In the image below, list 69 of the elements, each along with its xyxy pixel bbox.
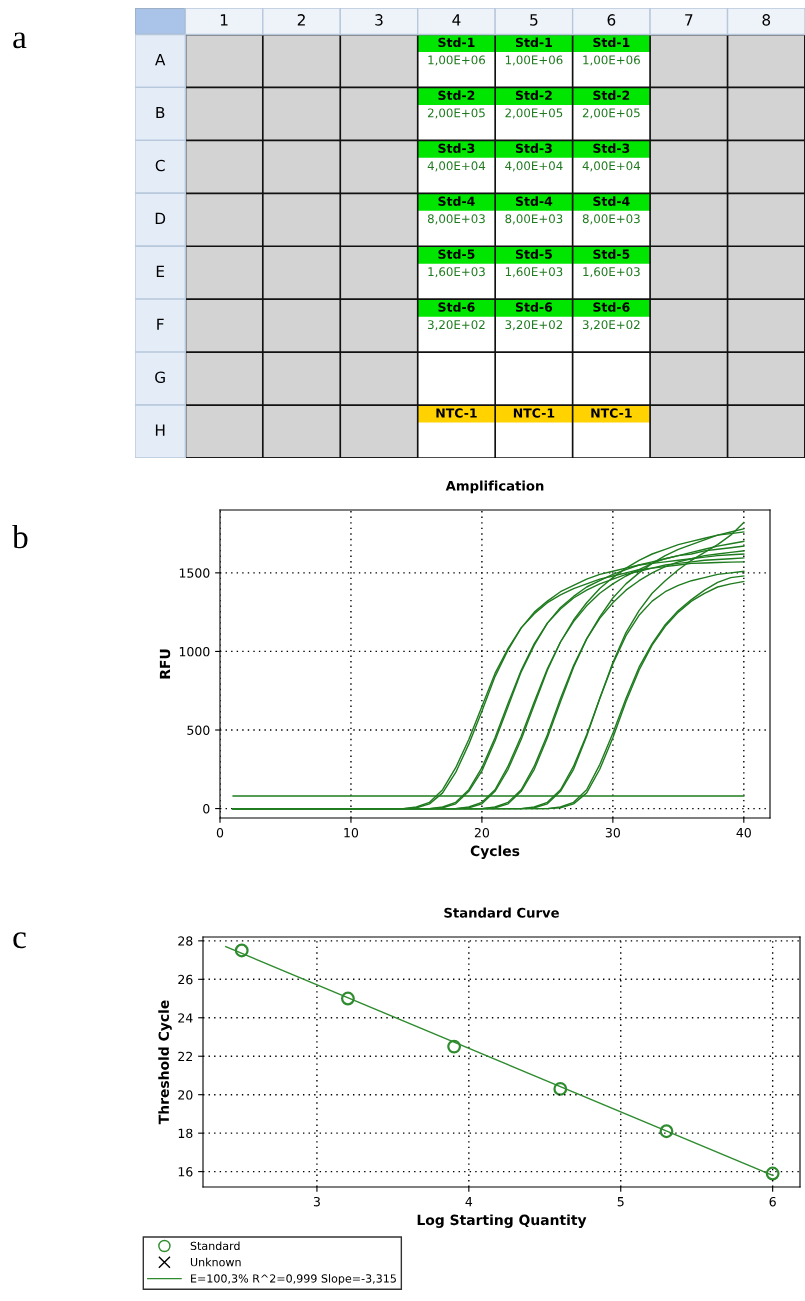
y-tick-label: 1500 [179, 568, 210, 578]
text: a [13, 32, 27, 49]
x-tick-label: 40 [736, 827, 751, 838]
x-tick-label: 20 [474, 827, 490, 838]
x-tick-label: 7 [685, 14, 693, 26]
text: Std-6 3,20E+02 [428, 302, 485, 331]
x-tick-label: 4 [452, 14, 461, 26]
y-tick-label: E [156, 265, 165, 277]
text: c [13, 932, 26, 949]
text: Std-6 3,20E+02 [505, 302, 563, 331]
text: Std-2 2,00E+05 [505, 90, 563, 119]
text: Std-6 3,20E+02 [582, 302, 640, 331]
y-tick-label: D [155, 212, 166, 224]
text: Std-1 1,00E+06 [428, 37, 486, 66]
text: Std-4 8,00E+03 [427, 196, 485, 225]
x-axis-title: Cycles [470, 845, 520, 859]
x-axis-title: Log Starting Quantity [417, 1214, 587, 1228]
x-tick-label: 6 [607, 14, 616, 26]
legend-label: E=100,3% R^2=0,999 Slope=-3,315 [191, 1274, 396, 1285]
x-tick-label: 10 [344, 827, 359, 838]
y-tick-label: 500 [187, 725, 210, 735]
x-tick-label: 2 [297, 14, 305, 26]
y-tick-label: 0 [203, 804, 210, 814]
x-tick-label: 0 [216, 827, 224, 838]
y-tick-label: 20 [178, 1090, 193, 1100]
y-tick-label: B [156, 106, 165, 119]
y-tick-label: H [155, 424, 165, 436]
y-tick-label: C [155, 159, 165, 172]
text: Std-3 4,00E+04 [505, 143, 563, 172]
text: Std-3 4,00E+04 [582, 143, 641, 172]
text: Std-5 1,60E+03 [505, 249, 563, 278]
x-tick-label: 3 [375, 14, 383, 26]
text: b [12, 524, 28, 549]
y-tick-label: 22 [178, 1051, 193, 1061]
y-tick-label: A [155, 54, 166, 66]
x-tick-label: 3 [313, 1196, 320, 1207]
x-tick-label: 6 [769, 1196, 776, 1207]
x-tick-label: 5 [617, 1197, 624, 1207]
x-tick-label: 1 [220, 14, 228, 26]
text: Std-1 1,00E+06 [505, 37, 563, 66]
chart-title: Amplification [445, 480, 544, 494]
x-tick-label: 30 [605, 827, 620, 838]
y-tick-label: F [157, 318, 164, 330]
chart-title: Standard Curve [444, 907, 559, 918]
y-tick-label: 1000 [179, 646, 210, 657]
y-tick-label: G [155, 371, 165, 384]
legend-label: Standard [190, 1241, 240, 1251]
text: Std-5 1,60E+03 [583, 249, 640, 278]
x-tick-label: 4 [465, 1197, 473, 1207]
y-tick-label: 18 [178, 1128, 193, 1139]
text: Std-4 8,00E+03 [505, 196, 563, 225]
y-axis-title: RFU [159, 649, 171, 679]
y-tick-label: 26 [178, 974, 193, 985]
x-tick-label: 8 [762, 14, 771, 26]
text: NTC-1 [513, 408, 555, 418]
text: Std-5 1,60E+03 [428, 249, 485, 278]
text: Std-2 2,00E+05 [427, 90, 485, 119]
y-tick-label: 24 [178, 1013, 193, 1023]
y-tick-label: 28 [178, 936, 193, 946]
text: Std-2 2,00E+05 [582, 90, 640, 119]
text: Std-4 8,00E+03 [582, 196, 640, 225]
x-tick-label: 5 [530, 14, 538, 26]
text: NTC-1 [591, 408, 632, 418]
text: NTC-1 [436, 408, 477, 418]
text: Std-3 4,00E+04 [427, 143, 486, 172]
text: Std-1 1,00E+06 [583, 37, 640, 66]
y-axis-title: Threshold Cycle [158, 1000, 172, 1125]
legend-label: Unknown [190, 1257, 241, 1267]
y-tick-label: 16 [178, 1167, 193, 1177]
